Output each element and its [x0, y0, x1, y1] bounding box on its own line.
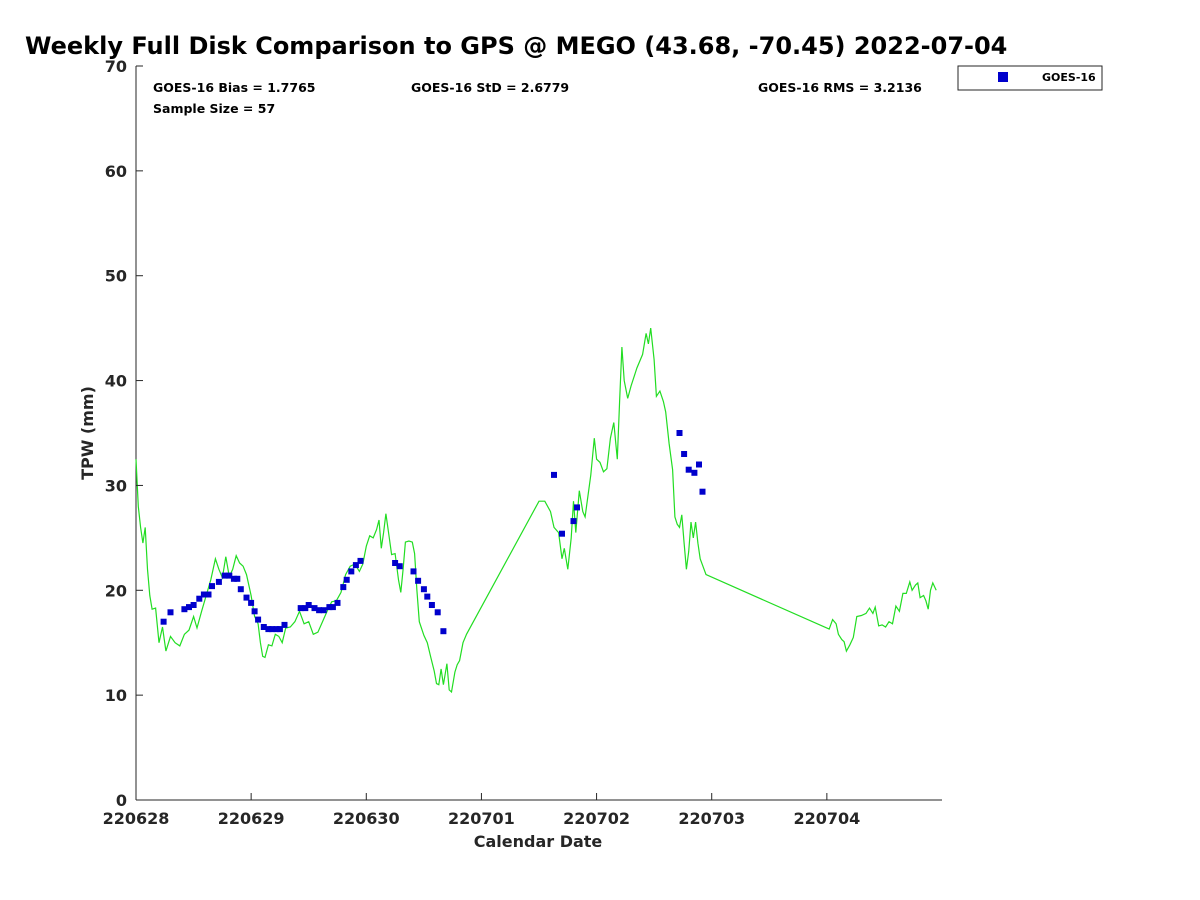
x-axis-label: Calendar Date — [474, 832, 603, 851]
goes-16-point — [316, 607, 323, 614]
goes-16-point — [243, 594, 250, 601]
stat-sample-size: Sample Size = 57 — [153, 101, 275, 116]
goes-16-point — [186, 604, 192, 611]
goes-16-point — [352, 562, 359, 569]
goes-16-point — [167, 609, 174, 616]
goes-16-point — [305, 602, 312, 608]
goes-16-point — [200, 591, 207, 598]
goes-16-point — [570, 518, 577, 525]
x-tick-label: 220701 — [448, 809, 515, 828]
y-tick-label: 0 — [116, 791, 127, 810]
goes-16-point — [334, 599, 341, 606]
legend: GOES-16 — [957, 65, 1103, 91]
goes-16-point — [311, 605, 318, 612]
goes-16-point — [181, 606, 188, 613]
goes-16-point — [424, 593, 431, 600]
goes-16-point — [248, 599, 255, 606]
goes-16-point — [237, 586, 244, 593]
goes-16-point — [559, 530, 565, 537]
goes-series — [160, 430, 706, 635]
y-tick-label: 20 — [105, 581, 127, 600]
y-ticks: 0 10 20 30 40 50 60 70 — [105, 57, 143, 810]
goes-16-point — [205, 591, 212, 598]
goes-16-point — [428, 602, 435, 608]
x-tick-label: 220704 — [793, 809, 860, 828]
goes-16-point — [343, 576, 350, 583]
goes-16-point — [420, 586, 427, 593]
stat-rms: GOES-16 RMS = 3.2136 — [758, 80, 922, 95]
goes-16-point — [265, 626, 272, 633]
y-tick-label: 70 — [105, 57, 127, 76]
goes-16-point — [340, 584, 347, 591]
goes-16-point — [215, 578, 222, 585]
gps-tpw-line — [135, 328, 937, 694]
legend-box — [957, 65, 1103, 91]
legend-label: GOES-16 — [1042, 71, 1096, 84]
goes-16-point — [415, 577, 422, 584]
y-tick-label: 10 — [105, 686, 127, 705]
goes-16-point — [574, 504, 580, 511]
goes-16-point — [410, 568, 417, 575]
goes-16-point — [209, 583, 215, 590]
y-axis-label: TPW (mm) — [78, 386, 97, 480]
goes-16-point — [326, 604, 333, 611]
goes-16-point — [681, 451, 688, 457]
goes-16-point — [255, 616, 262, 623]
goes-16-point — [276, 626, 283, 633]
x-tick-label: 220629 — [218, 809, 285, 828]
goes-16-point — [551, 471, 557, 478]
goes-16-point — [297, 605, 304, 612]
plot-axes — [135, 66, 942, 801]
y-tick-label: 30 — [105, 476, 127, 495]
x-tick-label: 220703 — [678, 809, 745, 828]
goes-16-point — [329, 604, 336, 611]
stat-std: GOES-16 StD = 2.6779 — [411, 80, 569, 95]
goes-16-point — [696, 461, 702, 468]
goes-16-point — [357, 557, 364, 564]
goes-16-point — [260, 624, 267, 630]
goes-16-point — [221, 572, 228, 579]
goes-16-point — [440, 628, 447, 635]
goes-16-point — [396, 563, 403, 570]
goes-16-point — [699, 488, 706, 495]
goes-16-point — [234, 575, 241, 582]
goes-16-point — [676, 430, 683, 436]
stat-bias: GOES-16 Bias = 1.7765 — [153, 80, 315, 95]
goes-16-point — [348, 568, 355, 575]
goes-16-point — [230, 575, 237, 582]
goes-16-point — [268, 626, 275, 633]
y-tick-label: 50 — [105, 267, 127, 286]
x-ticks: 220628 220629 220630 220701 220702 220703 2207… — [103, 793, 860, 828]
x-tick-label: 220630 — [333, 809, 400, 828]
goes-16-point — [190, 602, 197, 608]
goes-16-point — [281, 621, 288, 628]
x-tick-label: 220628 — [103, 809, 170, 828]
goes-16-point — [320, 607, 327, 614]
chart-title: Weekly Full Disk Comparison to GPS @ MEG… — [25, 32, 1007, 60]
y-tick-label: 40 — [105, 372, 127, 391]
goes-16-point — [302, 605, 309, 612]
goes-16-point — [160, 618, 167, 625]
goes-16-point — [434, 609, 441, 616]
goes-16-point — [226, 572, 233, 579]
goes-16-point — [392, 560, 399, 566]
legend-marker — [998, 72, 1008, 82]
goes-16-point — [685, 466, 692, 473]
goes-16-point — [251, 608, 258, 615]
x-tick-label: 220702 — [563, 809, 630, 828]
goes-16-point — [196, 595, 203, 602]
y-tick-label: 60 — [105, 162, 127, 181]
goes-16-point — [273, 626, 280, 633]
gps-series — [135, 328, 937, 694]
goes-16-point — [691, 469, 698, 476]
